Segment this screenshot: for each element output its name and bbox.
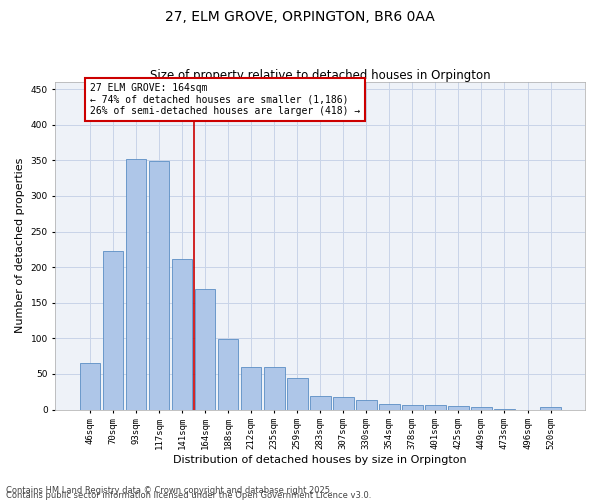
Bar (540, 408, 561, 410)
Bar (125, 159, 146, 409)
Text: Contains public sector information licensed under the Open Government Licence v3: Contains public sector information licen… (6, 491, 371, 500)
Bar (264, 367, 284, 410)
Bar (333, 396, 353, 409)
Bar (241, 367, 262, 410)
Bar (80, 364, 100, 410)
Bar (218, 339, 238, 409)
Text: 27, ELM GROVE, ORPINGTON, BR6 0AA: 27, ELM GROVE, ORPINGTON, BR6 0AA (165, 10, 435, 24)
Bar (149, 161, 169, 410)
Title: Size of property relative to detached houses in Orpington: Size of property relative to detached ho… (150, 69, 491, 82)
Bar (425, 404, 446, 409)
Bar (310, 396, 331, 409)
Bar (379, 404, 400, 409)
Bar (356, 400, 377, 409)
Bar (287, 378, 308, 410)
Bar (194, 288, 215, 410)
Bar (494, 409, 515, 410)
Bar (103, 251, 123, 410)
Bar (402, 406, 423, 409)
Bar (172, 260, 193, 410)
Bar (448, 406, 469, 409)
Bar (471, 406, 492, 410)
Y-axis label: Number of detached properties: Number of detached properties (15, 158, 25, 334)
X-axis label: Distribution of detached houses by size in Orpington: Distribution of detached houses by size … (173, 455, 467, 465)
Text: 27 ELM GROVE: 164sqm
← 74% of detached houses are smaller (1,186)
26% of semi-de: 27 ELM GROVE: 164sqm ← 74% of detached h… (90, 83, 360, 116)
Text: Contains HM Land Registry data © Crown copyright and database right 2025.: Contains HM Land Registry data © Crown c… (6, 486, 332, 495)
